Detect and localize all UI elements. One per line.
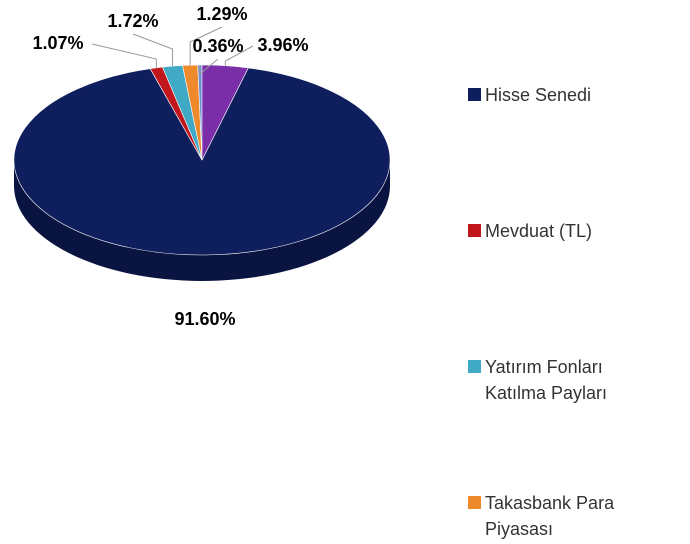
pie-slice bbox=[13, 67, 391, 256]
legend-swatch bbox=[468, 360, 481, 373]
data-label: 1.72% bbox=[107, 11, 158, 31]
legend-label: Mevduat (TL) bbox=[485, 221, 593, 241]
legend-item: Yatırım Fonları Katılma Payları bbox=[468, 354, 668, 406]
leader-line bbox=[91, 43, 157, 68]
legend-item: Mevduat (TL) bbox=[468, 218, 668, 244]
pie-slice bbox=[201, 64, 249, 161]
leader-line bbox=[199, 58, 219, 76]
data-label: 0.36% bbox=[192, 36, 243, 56]
data-label: 3.96% bbox=[257, 35, 308, 55]
legend-label: Yatırım Fonları Katılma Payları bbox=[485, 357, 608, 403]
legend-swatch bbox=[468, 88, 481, 101]
legend-label: Hisse Senedi bbox=[485, 85, 592, 105]
leader-line bbox=[132, 33, 173, 67]
legend-swatch bbox=[468, 224, 481, 237]
legend-label: Takasbank Para Piyasası bbox=[485, 493, 615, 539]
leader-line bbox=[189, 26, 223, 66]
data-label: 1.07% bbox=[32, 33, 83, 53]
data-label: 1.29% bbox=[196, 4, 247, 24]
legend-swatch bbox=[468, 496, 481, 509]
leader-line bbox=[224, 45, 254, 66]
legend-item: Hisse Senedi bbox=[468, 82, 668, 108]
legend-item: Takasbank Para Piyasası bbox=[468, 490, 668, 542]
data-label: 91.60% bbox=[174, 309, 235, 329]
